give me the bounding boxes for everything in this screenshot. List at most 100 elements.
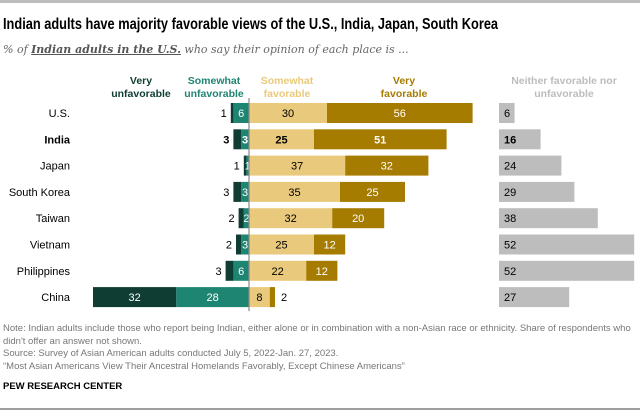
value-label-very-favorable: 20 <box>352 213 364 225</box>
bar-very-unfavorable <box>225 260 234 281</box>
value-label-somewhat-favorable: 30 <box>282 108 294 120</box>
note-text: Note: Indian adults include those who re… <box>3 323 631 347</box>
value-label-somewhat-favorable: 8 <box>256 292 262 304</box>
legend-label-very-unfavorable: Very <box>130 75 152 87</box>
bar-somewhat-unfavorable <box>243 208 249 229</box>
subtitle-group: Indian adults in the U.S. <box>31 43 181 56</box>
notes: Note: Indian adults include those who re… <box>3 323 639 373</box>
value-label-neither: 16 <box>504 134 516 146</box>
bar-very-unfavorable <box>93 287 177 308</box>
bar-somewhat-unfavorable <box>241 129 249 150</box>
subtitle-suffix: who say their opinion of each place is .… <box>180 43 409 56</box>
bar-somewhat-favorable <box>249 260 307 281</box>
bar-neither <box>499 103 515 123</box>
bar-somewhat-favorable <box>249 287 270 308</box>
value-label-somewhat-unfavorable: 6 <box>238 108 244 120</box>
bar-very-unfavorable <box>243 155 247 176</box>
legend-label-neither-favorable-nor-unfavorable: Neither favorable nor <box>511 75 617 87</box>
top-rule <box>0 0 640 3</box>
value-label-very-unfavorable: 3 <box>215 266 221 278</box>
value-label-very-unfavorable: 32 <box>128 292 140 304</box>
bar-neither <box>499 287 570 308</box>
value-label-somewhat-favorable: 37 <box>291 161 303 173</box>
footer-logo-text: PEW RESEARCH CENTER <box>3 381 123 392</box>
bottom-rule <box>0 408 640 410</box>
bar-very-unfavorable <box>238 208 244 229</box>
value-label-somewhat-unfavorable: 6 <box>238 266 244 278</box>
chart-title: Indian adults have majority favorable vi… <box>3 16 499 33</box>
value-label-neither: 29 <box>504 187 516 199</box>
value-label-somewhat-favorable: 22 <box>271 266 283 278</box>
category-label: Taiwan <box>36 213 70 225</box>
bar-neither <box>499 155 562 176</box>
value-label-neither: 52 <box>504 266 516 278</box>
category-label: South Korea <box>9 187 71 199</box>
value-label-very-favorable: 51 <box>374 134 386 146</box>
source-text: Source: Survey of Asian American adults … <box>3 348 339 359</box>
bar-very-unfavorable <box>233 181 242 202</box>
bar-somewhat-favorable <box>249 234 314 255</box>
bar-very-favorable <box>345 155 429 176</box>
report-title: “Most Asian Americans View Their Ancestr… <box>3 360 405 372</box>
value-label-somewhat-unfavorable: 2 <box>243 213 249 225</box>
value-label-somewhat-favorable: 35 <box>288 187 300 199</box>
bar-somewhat-favorable <box>249 181 340 202</box>
value-label-somewhat-unfavorable: 1 <box>245 161 251 173</box>
bar-neither <box>499 260 635 281</box>
value-label-very-favorable: 2 <box>281 292 287 304</box>
bar-very-unfavorable <box>233 129 242 150</box>
legend-label-very-favorable: Very <box>393 75 415 87</box>
value-label-somewhat-unfavorable: 3 <box>242 187 248 199</box>
category-label: India <box>44 134 71 146</box>
bar-very-favorable <box>327 103 473 123</box>
bar-somewhat-unfavorable <box>241 234 249 255</box>
bar-neither <box>499 181 575 202</box>
category-label: Philippines <box>17 266 71 278</box>
bar-very-favorable <box>314 234 346 255</box>
legend-label-somewhat-favorable: favorable <box>264 88 311 100</box>
value-label-neither: 27 <box>504 292 516 304</box>
value-label-very-favorable: 25 <box>366 187 378 199</box>
bar-somewhat-unfavorable <box>233 260 249 281</box>
chart-subtitle: % of Indian adults in the U.S. who say t… <box>3 43 409 56</box>
value-label-very-unfavorable: 3 <box>223 187 229 199</box>
legend-label-somewhat-unfavorable: unfavorable <box>184 88 244 100</box>
legend-label-somewhat-unfavorable: Somewhat <box>188 75 241 87</box>
value-label-very-unfavorable: 3 <box>223 134 229 146</box>
value-label-neither: 24 <box>504 161 516 173</box>
value-label-neither: 38 <box>504 213 516 225</box>
bar-very-favorable <box>314 129 447 150</box>
bar-very-favorable <box>306 260 338 281</box>
value-label-very-unfavorable: 2 <box>228 213 234 225</box>
value-label-somewhat-unfavorable: 3 <box>242 240 248 252</box>
value-label-neither: 52 <box>504 240 516 252</box>
value-label-somewhat-favorable: 25 <box>275 240 287 252</box>
bar-neither <box>499 208 598 229</box>
bar-neither <box>499 234 635 255</box>
bar-neither <box>499 129 541 150</box>
bar-somewhat-favorable <box>249 155 346 176</box>
bar-very-unfavorable <box>230 103 234 123</box>
value-label-very-favorable: 12 <box>316 266 328 278</box>
bar-somewhat-favorable <box>249 103 327 123</box>
category-label: China <box>41 292 71 304</box>
bar-very-favorable <box>340 181 405 202</box>
category-label: Japan <box>40 161 70 173</box>
value-label-very-favorable: 32 <box>381 161 393 173</box>
value-label-very-unfavorable: 2 <box>226 240 232 252</box>
subtitle-prefix: % of <box>3 43 32 56</box>
value-label-somewhat-favorable: 32 <box>284 213 296 225</box>
value-label-somewhat-unfavorable: 3 <box>242 134 248 146</box>
bar-somewhat-favorable <box>249 129 314 150</box>
value-label-somewhat-unfavorable: 28 <box>206 292 218 304</box>
legend-label-very-favorable: favorable <box>381 88 428 100</box>
legend-label-very-unfavorable: unfavorable <box>111 88 171 100</box>
bar-somewhat-favorable <box>249 208 333 229</box>
category-label: U.S. <box>49 108 70 120</box>
value-label-very-unfavorable: 1 <box>221 108 227 120</box>
bar-very-favorable <box>332 208 385 229</box>
value-label-somewhat-favorable: 25 <box>275 134 287 146</box>
value-label-neither: 6 <box>504 108 510 120</box>
bar-somewhat-unfavorable <box>176 287 249 308</box>
bar-very-favorable <box>269 287 275 308</box>
